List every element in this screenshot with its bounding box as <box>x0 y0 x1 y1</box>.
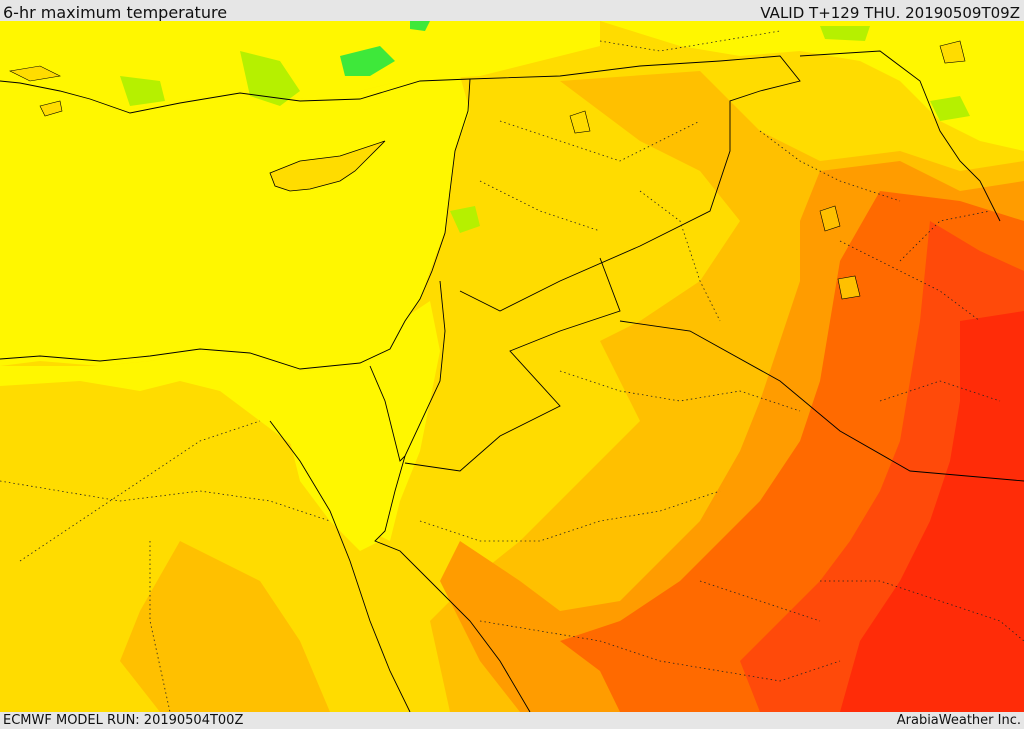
field-light-orange-west <box>120 541 330 712</box>
border-saudi-iraq <box>619 320 1024 482</box>
border-jordan <box>404 257 621 472</box>
admin-boundaries <box>0 30 1024 712</box>
mediterranean-sea <box>0 76 470 371</box>
field-green-5 <box>820 26 870 41</box>
lake-assad <box>569 110 591 134</box>
field-green-6 <box>450 206 480 233</box>
credit-text: ArabiaWeather Inc. <box>896 713 1021 728</box>
border-syria-iraq <box>459 55 801 312</box>
gulf-of-aqaba <box>374 455 531 712</box>
coastline <box>0 78 471 370</box>
aegean-islands <box>9 65 63 117</box>
map-footer: ECMWF MODEL RUN: 20190504T00Z ArabiaWeat… <box>0 712 1024 729</box>
map-header: 6-hr maximum temperature VALID T+129 THU… <box>0 0 1024 22</box>
field-green-1 <box>240 51 300 106</box>
field-green-7 <box>930 96 970 121</box>
field-red <box>840 311 1024 712</box>
cyprus-island <box>269 140 386 192</box>
lake-van <box>939 40 966 64</box>
field-green-4 <box>410 21 430 31</box>
field-yellow-northeast <box>600 21 1024 151</box>
valid-time: VALID T+129 THU. 20190509T09Z <box>760 4 1020 22</box>
field-green-2 <box>340 46 395 76</box>
lake-razazah <box>837 275 861 300</box>
border-iraq-iran <box>799 50 1001 222</box>
field-yellow-sinai <box>290 441 380 551</box>
border-egypt-israel <box>369 280 446 462</box>
lake-tharthar <box>819 205 841 232</box>
red-sea-coast <box>269 420 411 712</box>
coastline-north <box>0 78 471 114</box>
field-green-3 <box>120 76 165 106</box>
map-canvas <box>0 21 1024 712</box>
temperature-map <box>0 21 1024 712</box>
map-title: 6-hr maximum temperature <box>3 3 228 22</box>
model-run: ECMWF MODEL RUN: 20190504T00Z <box>3 713 244 728</box>
